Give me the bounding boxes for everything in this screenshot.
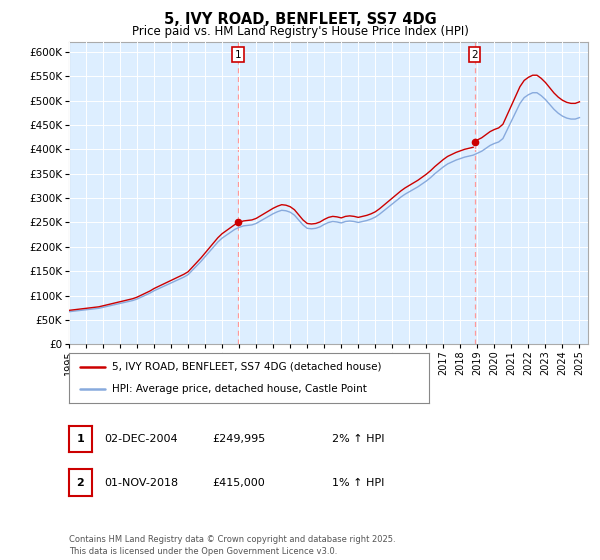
Text: 5, IVY ROAD, BENFLEET, SS7 4DG: 5, IVY ROAD, BENFLEET, SS7 4DG: [164, 12, 436, 27]
Text: Contains HM Land Registry data © Crown copyright and database right 2025.
This d: Contains HM Land Registry data © Crown c…: [69, 535, 395, 556]
Text: 2% ↑ HPI: 2% ↑ HPI: [332, 434, 385, 444]
Text: 1: 1: [235, 50, 241, 59]
Text: £249,995: £249,995: [212, 434, 265, 444]
Text: £415,000: £415,000: [212, 478, 265, 488]
Text: 5, IVY ROAD, BENFLEET, SS7 4DG (detached house): 5, IVY ROAD, BENFLEET, SS7 4DG (detached…: [112, 362, 382, 372]
Text: 2: 2: [471, 50, 478, 59]
Text: 02-DEC-2004: 02-DEC-2004: [104, 434, 178, 444]
Text: 2: 2: [77, 478, 84, 488]
Text: 01-NOV-2018: 01-NOV-2018: [104, 478, 178, 488]
Text: 1% ↑ HPI: 1% ↑ HPI: [332, 478, 384, 488]
Text: HPI: Average price, detached house, Castle Point: HPI: Average price, detached house, Cast…: [112, 384, 367, 394]
Text: Price paid vs. HM Land Registry's House Price Index (HPI): Price paid vs. HM Land Registry's House …: [131, 25, 469, 38]
Text: 1: 1: [77, 434, 84, 444]
